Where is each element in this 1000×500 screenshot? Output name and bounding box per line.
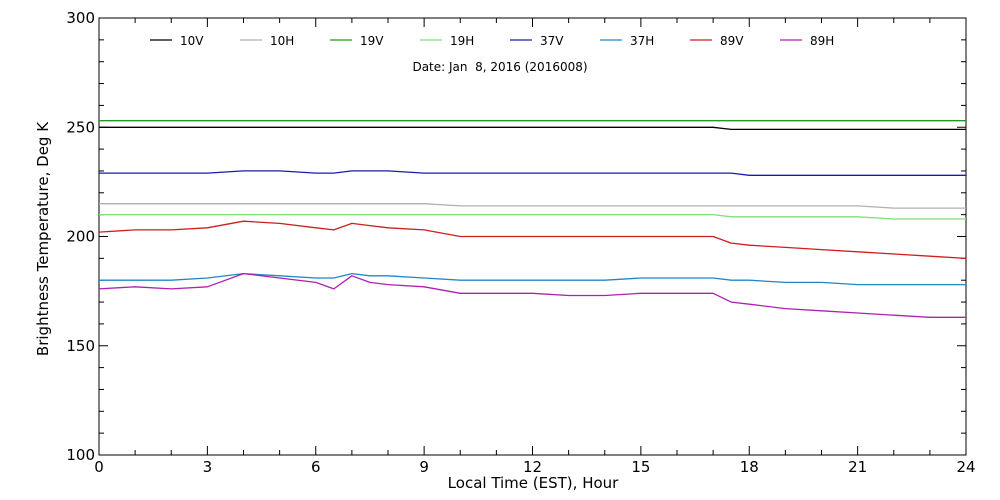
x-tick-label: 6 — [311, 458, 321, 476]
series-line-89v — [98, 220, 967, 260]
legend-label-37h: 37H — [630, 34, 654, 48]
series-line-19h — [99, 213, 966, 220]
x-axis-ticks: 0 3 6 9 12 15 18 21 24 — [94, 18, 976, 476]
legend-label-19v: 19V — [360, 34, 384, 48]
legend: 10V 10H 19V 19H 37V 37H 89V 89H — [150, 34, 834, 48]
x-tick-label: 3 — [203, 458, 213, 476]
legend-label-10h: 10H — [270, 34, 294, 48]
y-tick-label: 200 — [66, 228, 95, 246]
x-tick-label: 9 — [419, 458, 429, 476]
legend-label-19h: 19H — [450, 34, 474, 48]
x-tick-label: 12 — [523, 458, 542, 476]
series-lines — [98, 120, 967, 318]
series-line-89h — [98, 272, 966, 318]
x-tick-label: 18 — [740, 458, 759, 476]
legend-label-37v: 37V — [540, 34, 564, 48]
legend-label-89h: 89H — [810, 34, 834, 48]
y-tick-label: 250 — [66, 118, 95, 136]
y-tick-label: 150 — [66, 337, 95, 355]
y-tick-label: 100 — [66, 446, 95, 464]
x-axis-title: Local Time (EST), Hour — [448, 474, 619, 492]
series-line-10v — [99, 126, 966, 131]
date-annotation: Date: Jan 8, 2016 (2016008) — [412, 60, 587, 74]
series-line-37h — [99, 272, 966, 286]
x-tick-label: 21 — [848, 458, 867, 476]
x-tick-label: 0 — [94, 458, 104, 476]
series-line-10h — [99, 203, 966, 209]
series-line-37v — [99, 170, 966, 176]
legend-label-89v: 89V — [720, 34, 744, 48]
y-tick-label: 300 — [66, 9, 95, 27]
x-tick-label: 15 — [631, 458, 650, 476]
legend-label-10v: 10V — [180, 34, 204, 48]
y-axis-title: Brightness Temperature, Deg K — [34, 121, 52, 356]
x-tick-label: 24 — [956, 458, 975, 476]
